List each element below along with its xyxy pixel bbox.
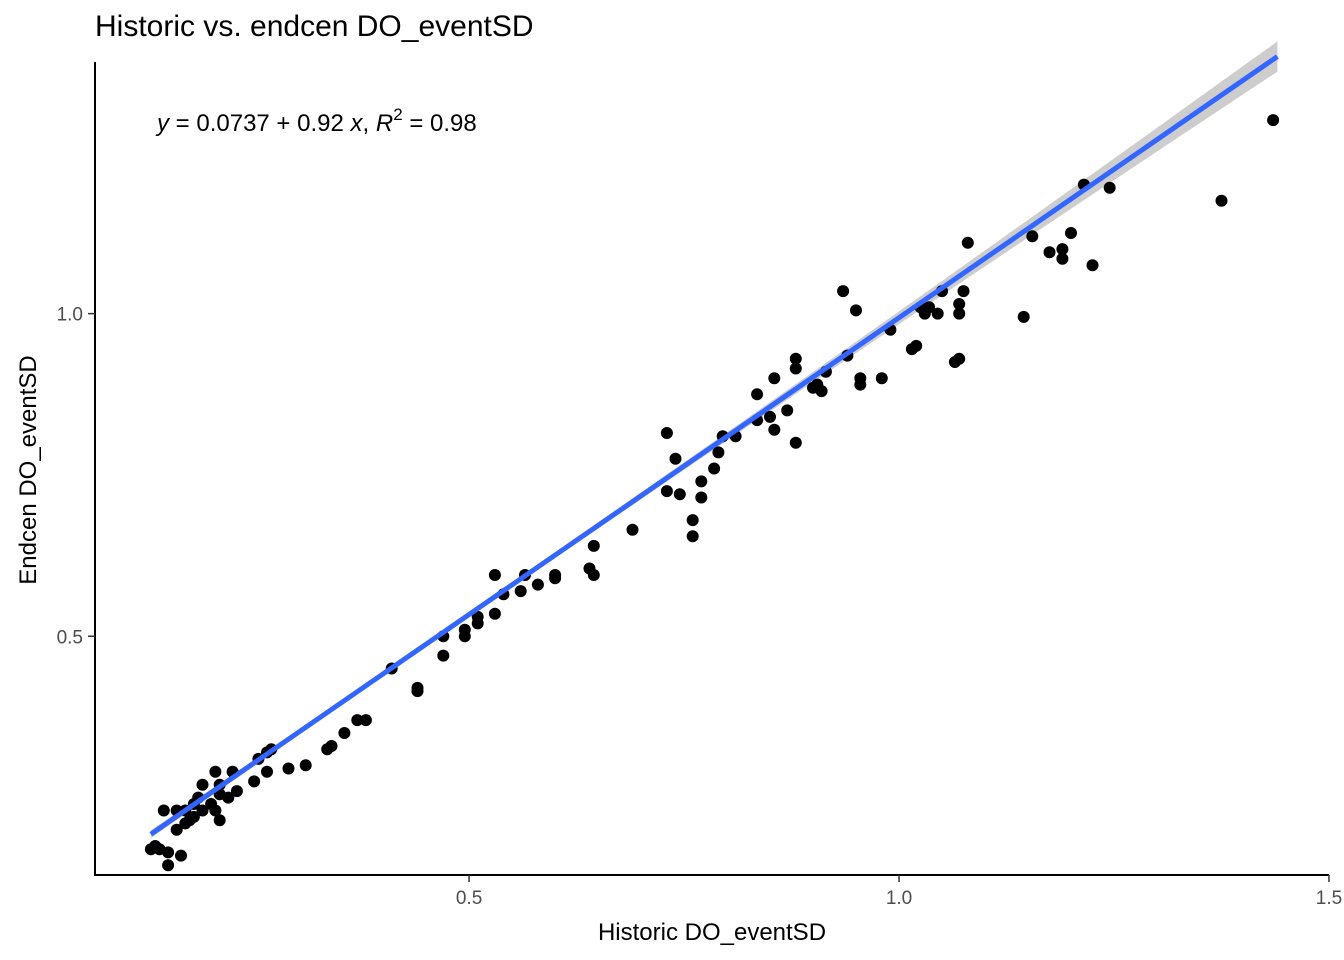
data-point: [196, 804, 209, 817]
data-point: [953, 352, 966, 365]
data-point: [789, 362, 802, 375]
eq-part-1: = 0.0737 + 0.92: [169, 110, 351, 137]
data-point: [325, 740, 338, 752]
data-point: [673, 488, 686, 501]
data-point: [261, 765, 273, 778]
y-tick-label: 1.0: [57, 305, 83, 326]
data-point: [660, 427, 673, 439]
data-point: [708, 462, 721, 475]
data-point: [175, 849, 187, 862]
x-tick-label: 1.0: [886, 888, 912, 909]
data-point: [815, 385, 828, 398]
data-point: [437, 649, 450, 662]
data-point: [162, 859, 175, 872]
data-point: [157, 804, 170, 817]
data-point: [471, 610, 484, 623]
data-point: [1043, 246, 1056, 259]
data-point: [854, 378, 867, 391]
data-point: [751, 388, 764, 401]
data-point: [953, 298, 966, 310]
data-point: [1026, 230, 1039, 243]
data-point: [488, 607, 501, 620]
eq-x-var: x: [350, 110, 364, 137]
data-point: [162, 846, 175, 859]
data-point: [789, 352, 802, 365]
data-point: [1086, 259, 1099, 272]
eq-part-2: = 0.98: [403, 110, 477, 137]
data-point: [587, 569, 600, 581]
x-tick-label: 1.5: [1316, 888, 1342, 909]
data-point: [850, 304, 862, 317]
data-point: [768, 372, 781, 385]
data-point: [531, 578, 544, 591]
fit-line: [149, 54, 1279, 837]
data-point: [1065, 227, 1077, 239]
data-point: [282, 762, 295, 775]
data-point: [695, 491, 708, 504]
y-axis-title: Endcen DO_eventSD: [15, 355, 42, 584]
data-point: [1215, 194, 1228, 207]
eq-r-var: R: [376, 110, 393, 137]
data-point: [248, 775, 261, 788]
data-point: [961, 236, 974, 249]
data-point: [514, 585, 527, 598]
data-point: [764, 410, 776, 423]
data-point: [587, 539, 600, 552]
eq-comma: ,: [363, 110, 376, 137]
chart-title: Historic vs. endcen DO_eventSD: [95, 10, 534, 43]
data-point: [213, 814, 226, 827]
data-point: [299, 759, 312, 772]
data-point: [338, 727, 351, 739]
x-tick-label: 0.5: [456, 888, 482, 909]
data-point: [196, 778, 209, 791]
data-point: [660, 485, 673, 498]
data-point: [549, 569, 562, 581]
data-point: [230, 785, 243, 798]
x-ticks: 0.5 1.0 1.5: [456, 875, 1342, 909]
data-point: [222, 791, 235, 804]
data-point: [957, 285, 970, 298]
data-point: [359, 714, 372, 727]
data-point: [187, 810, 200, 823]
x-axis-title: Historic DO_eventSD: [598, 919, 826, 946]
data-point: [695, 475, 708, 488]
data-point: [351, 714, 364, 727]
data-point: [768, 423, 781, 436]
data-point: [626, 523, 639, 536]
data-point: [686, 514, 699, 527]
data-point: [1017, 310, 1030, 323]
y-tick-label: 0.5: [57, 627, 83, 648]
points-layer: [144, 114, 1280, 872]
data-point: [209, 765, 222, 778]
data-point: [712, 446, 725, 459]
data-point: [1267, 114, 1280, 127]
data-point: [686, 530, 699, 543]
data-point: [923, 301, 936, 314]
data-point: [910, 339, 923, 352]
data-point: [789, 436, 802, 449]
data-point: [1103, 181, 1116, 194]
data-point: [411, 681, 424, 694]
data-point: [170, 823, 183, 836]
data-point: [488, 569, 501, 581]
regression-equation: y = 0.0737 + 0.92 x, R2 = 0.98: [155, 105, 477, 137]
data-point: [875, 372, 888, 385]
data-point: [931, 307, 944, 320]
data-point: [209, 804, 222, 817]
data-point: [1056, 243, 1069, 256]
data-point: [458, 623, 471, 636]
data-point: [781, 404, 794, 417]
data-point: [837, 285, 850, 298]
data-point: [669, 452, 682, 465]
eq-r-sup: 2: [393, 105, 402, 124]
y-ticks: 0.5 1.0: [57, 305, 95, 648]
data-point: [953, 307, 966, 320]
data-point: [1056, 252, 1069, 265]
eq-y-var: y: [155, 110, 171, 137]
